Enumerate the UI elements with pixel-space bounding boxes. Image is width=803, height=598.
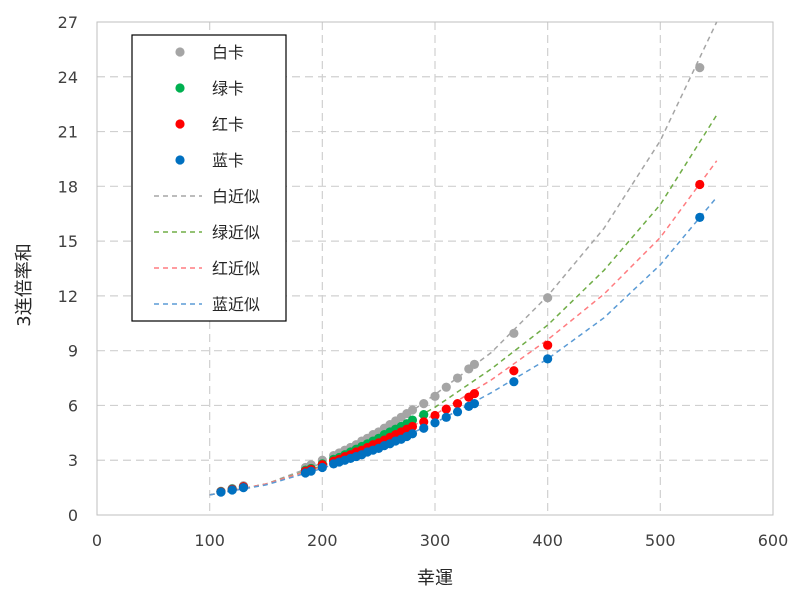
legend-label: 白卡 bbox=[212, 43, 244, 62]
x-tick-label: 600 bbox=[758, 531, 789, 550]
data-point bbox=[543, 354, 553, 364]
legend-marker-symbol bbox=[175, 47, 185, 57]
data-point bbox=[469, 359, 480, 369]
data-point bbox=[695, 179, 705, 190]
data-point bbox=[227, 485, 237, 495]
data-point bbox=[407, 421, 418, 432]
legend-label: 绿卡 bbox=[212, 79, 244, 98]
legend-label: 绿近似 bbox=[212, 223, 260, 242]
y-tick-label: 9 bbox=[68, 342, 78, 361]
data-point bbox=[216, 487, 226, 497]
x-axis-title: 幸運 bbox=[417, 568, 453, 589]
y-tick-label: 12 bbox=[58, 287, 78, 306]
data-point bbox=[452, 407, 463, 417]
data-point bbox=[509, 366, 519, 376]
data-point bbox=[441, 382, 451, 392]
data-point bbox=[430, 410, 440, 421]
legend-marker-symbol bbox=[175, 119, 185, 129]
data-point bbox=[469, 399, 480, 409]
y-tick-label: 27 bbox=[58, 13, 78, 32]
y-tick-label: 21 bbox=[58, 123, 78, 142]
legend-marker-symbol bbox=[175, 155, 185, 165]
data-point bbox=[430, 418, 440, 428]
y-tick-label: 24 bbox=[58, 68, 78, 87]
data-point bbox=[543, 293, 553, 303]
x-tick-label: 200 bbox=[307, 531, 338, 550]
y-tick-label: 15 bbox=[58, 232, 78, 251]
data-point bbox=[407, 429, 418, 439]
grid bbox=[97, 22, 773, 515]
legend-marker-symbol bbox=[175, 83, 185, 93]
x-tick-label: 300 bbox=[420, 531, 451, 550]
data-point bbox=[430, 391, 440, 401]
legend-label: 白近似 bbox=[212, 187, 260, 206]
data-point bbox=[419, 417, 429, 427]
data-point bbox=[452, 399, 463, 409]
x-tick-label: 400 bbox=[532, 531, 563, 550]
data-point bbox=[306, 466, 316, 476]
legend-label: 红近似 bbox=[212, 259, 260, 278]
y-tick-labels: 0 3 6 9 12 15 18 21 24 27 bbox=[58, 13, 78, 525]
y-tick-label: 3 bbox=[68, 451, 78, 470]
data-point bbox=[419, 409, 429, 420]
data-point bbox=[543, 340, 553, 350]
data-point bbox=[695, 212, 705, 222]
data-point bbox=[419, 399, 429, 409]
data-point bbox=[469, 388, 480, 399]
data-point bbox=[509, 328, 519, 338]
data-points bbox=[216, 63, 705, 497]
fit-lines bbox=[209, 21, 718, 496]
y-tick-label: 18 bbox=[58, 177, 78, 196]
y-axis-title: 3连倍率和 bbox=[14, 243, 35, 326]
y-tick-label: 0 bbox=[68, 506, 78, 525]
fit-line-5 bbox=[209, 114, 718, 496]
data-point bbox=[419, 423, 429, 433]
data-point bbox=[452, 373, 463, 383]
data-point bbox=[407, 405, 418, 415]
legend-box bbox=[131, 34, 287, 322]
data-point bbox=[238, 483, 249, 493]
data-point bbox=[317, 462, 327, 473]
data-point bbox=[407, 415, 418, 425]
x-tick-label: 500 bbox=[645, 531, 676, 550]
data-point bbox=[441, 404, 451, 414]
fit-line-6 bbox=[209, 160, 718, 496]
data-point bbox=[441, 412, 451, 422]
x-tick-label: 0 bbox=[92, 531, 102, 550]
legend-label: 蓝卡 bbox=[212, 151, 244, 170]
data-point bbox=[509, 377, 519, 387]
x-tick-label: 100 bbox=[194, 531, 225, 550]
legend-label: 蓝近似 bbox=[212, 295, 260, 314]
legend-label: 红卡 bbox=[212, 115, 244, 134]
plot-area-border bbox=[96, 21, 774, 516]
data-point bbox=[695, 63, 705, 73]
x-tick-labels: 0 100 200 300 400 500 600 bbox=[92, 531, 788, 550]
y-tick-label: 6 bbox=[68, 396, 78, 415]
